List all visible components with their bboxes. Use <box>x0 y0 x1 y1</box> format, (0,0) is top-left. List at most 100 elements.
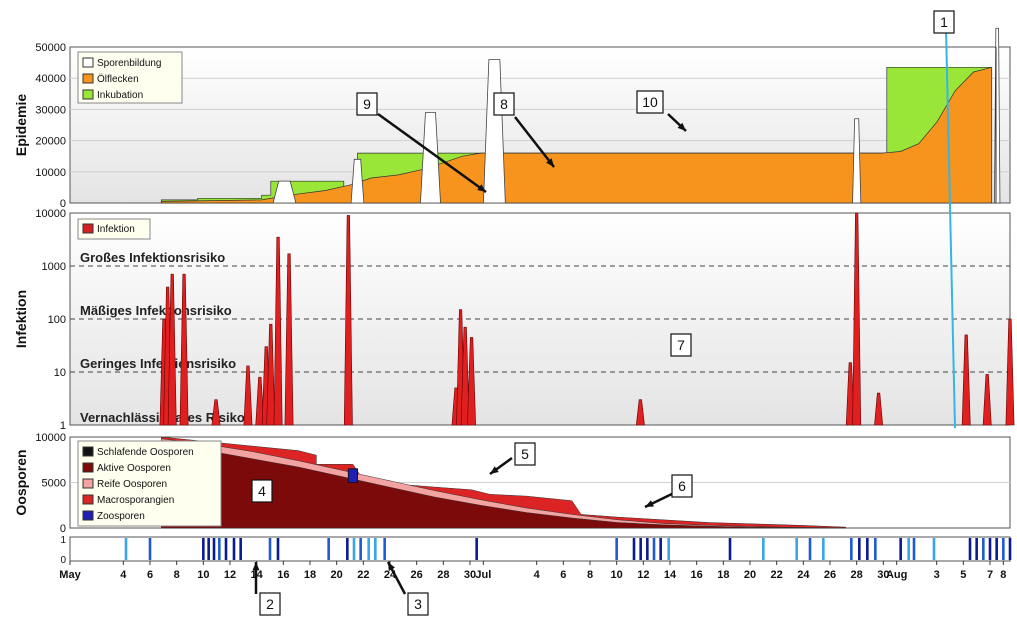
legend-swatch-epidemie <box>82 73 94 84</box>
annotation-8-arrow-head <box>546 158 554 167</box>
xtick-label: 26 <box>411 569 423 581</box>
annotation-4: 4 <box>258 483 266 499</box>
xtick-label: 7 <box>987 569 993 581</box>
infektion-peak <box>273 236 283 426</box>
ytick-label-events: 0 <box>60 555 66 566</box>
annotation-10-arrow-head <box>677 122 686 131</box>
event-bar <box>652 538 656 560</box>
ytick-label-infektion: 1000 <box>42 261 66 273</box>
event-bar <box>352 538 356 560</box>
event-bar <box>874 538 877 560</box>
event-bar <box>359 538 362 560</box>
annotation-8-box <box>493 92 515 116</box>
event-bar <box>639 538 642 560</box>
event-bar <box>202 538 205 560</box>
event-bar <box>822 538 825 560</box>
legend-label-oosporen: Schlafende Oosporen <box>97 447 194 458</box>
ytick-label-epidemie: 0 <box>60 198 66 210</box>
event-bar <box>212 538 216 560</box>
event-bar <box>1008 538 1012 560</box>
xtick-label: 28 <box>437 569 449 581</box>
event-bar <box>239 538 242 560</box>
infektion-peak <box>255 376 265 426</box>
marker-line <box>945 27 956 429</box>
xtick-label: 10 <box>611 569 623 581</box>
infektion-peak <box>845 362 855 426</box>
event-bar <box>327 538 330 560</box>
event-bar <box>218 538 221 560</box>
ytick-label-oosporen: 10000 <box>35 432 66 444</box>
event-bar <box>982 538 985 560</box>
annotation-6-box <box>671 474 693 498</box>
yaxis-label-oosporen: Oosporen <box>13 449 29 515</box>
legend-infektion <box>77 218 151 240</box>
xtick-label: 8 <box>1000 569 1006 581</box>
event-bar <box>795 538 798 560</box>
annotation-8-arrow <box>514 116 555 168</box>
legend-label-oosporen: Reife Oosporen <box>97 479 167 490</box>
event-bar <box>374 538 377 560</box>
annotation-9-box <box>356 92 378 116</box>
annotation-8: 8 <box>500 96 508 112</box>
xtick-label: 30 <box>464 569 476 581</box>
xtick-label: 12 <box>224 569 236 581</box>
xtick-label: 26 <box>824 569 836 581</box>
event-bar <box>728 538 732 560</box>
ytick-label-epidemie: 50000 <box>35 42 66 54</box>
xtick-label: 4 <box>534 569 541 581</box>
event-bar <box>667 538 670 560</box>
ytick-label-epidemie: 20000 <box>35 136 66 148</box>
event-bar <box>207 538 210 560</box>
infektion-peak <box>635 399 645 426</box>
event-bar <box>646 538 649 560</box>
event-bar <box>148 538 152 560</box>
infektion-peak <box>982 374 992 426</box>
event-bar <box>124 538 128 560</box>
legend-label-infektion: Infektion <box>97 224 135 235</box>
annotation-9: 9 <box>363 96 371 112</box>
legend-swatch-oosporen <box>82 462 94 473</box>
ytick-label-infektion: 10 <box>54 367 66 379</box>
annotation-3: 3 <box>414 596 422 612</box>
xtick-label: 5 <box>960 569 966 581</box>
infektion-peak <box>266 323 276 426</box>
infektion-peak <box>243 365 253 426</box>
xtick-label: 16 <box>691 569 703 581</box>
event-bar <box>232 538 236 560</box>
legend-label-oosporen: Zoosporen <box>97 511 145 522</box>
legend-label-epidemie: Sporenbildung <box>97 58 162 69</box>
xtick-label: 20 <box>744 569 756 581</box>
annotation-2-arrow-head <box>252 562 260 571</box>
sporenbildung-peak <box>272 180 297 204</box>
xtick-label: 14 <box>664 569 677 581</box>
xtick-label: Jul <box>475 569 491 581</box>
legend-epidemie <box>77 51 183 104</box>
yaxis-label-epidemie: Epidemie <box>13 94 29 156</box>
xtick-label: 8 <box>174 569 180 581</box>
event-bar <box>975 538 978 560</box>
legend-label-oosporen: Macrosporangien <box>97 495 174 506</box>
annotation-5: 5 <box>521 446 529 462</box>
legend-swatch-oosporen <box>82 494 94 505</box>
legend-swatch-oosporen <box>82 478 94 489</box>
event-bar <box>1002 538 1005 560</box>
infektion-peak <box>460 326 470 426</box>
series-patch-zoosporen <box>347 468 358 484</box>
legend-oosporen <box>77 440 222 527</box>
xtick-label: May <box>59 569 81 581</box>
event-bar <box>615 538 618 560</box>
threshold-label: Mäßiges Infektionsrisiko <box>80 303 232 318</box>
event-bar <box>383 538 386 560</box>
xtick-label: Aug <box>886 569 907 581</box>
event-bar <box>808 538 812 560</box>
event-bar <box>988 538 992 560</box>
event-bar <box>932 538 936 560</box>
annotation-2: 2 <box>266 596 274 612</box>
threshold-label: Geringes Infektionsrisiko <box>80 356 236 371</box>
event-bar <box>475 538 478 560</box>
annotation-4-box <box>251 479 273 503</box>
event-bar <box>912 538 916 560</box>
infektion-peak <box>852 212 862 426</box>
legend-label-epidemie: Inkubation <box>97 90 143 101</box>
xtick-label: 3 <box>934 569 940 581</box>
